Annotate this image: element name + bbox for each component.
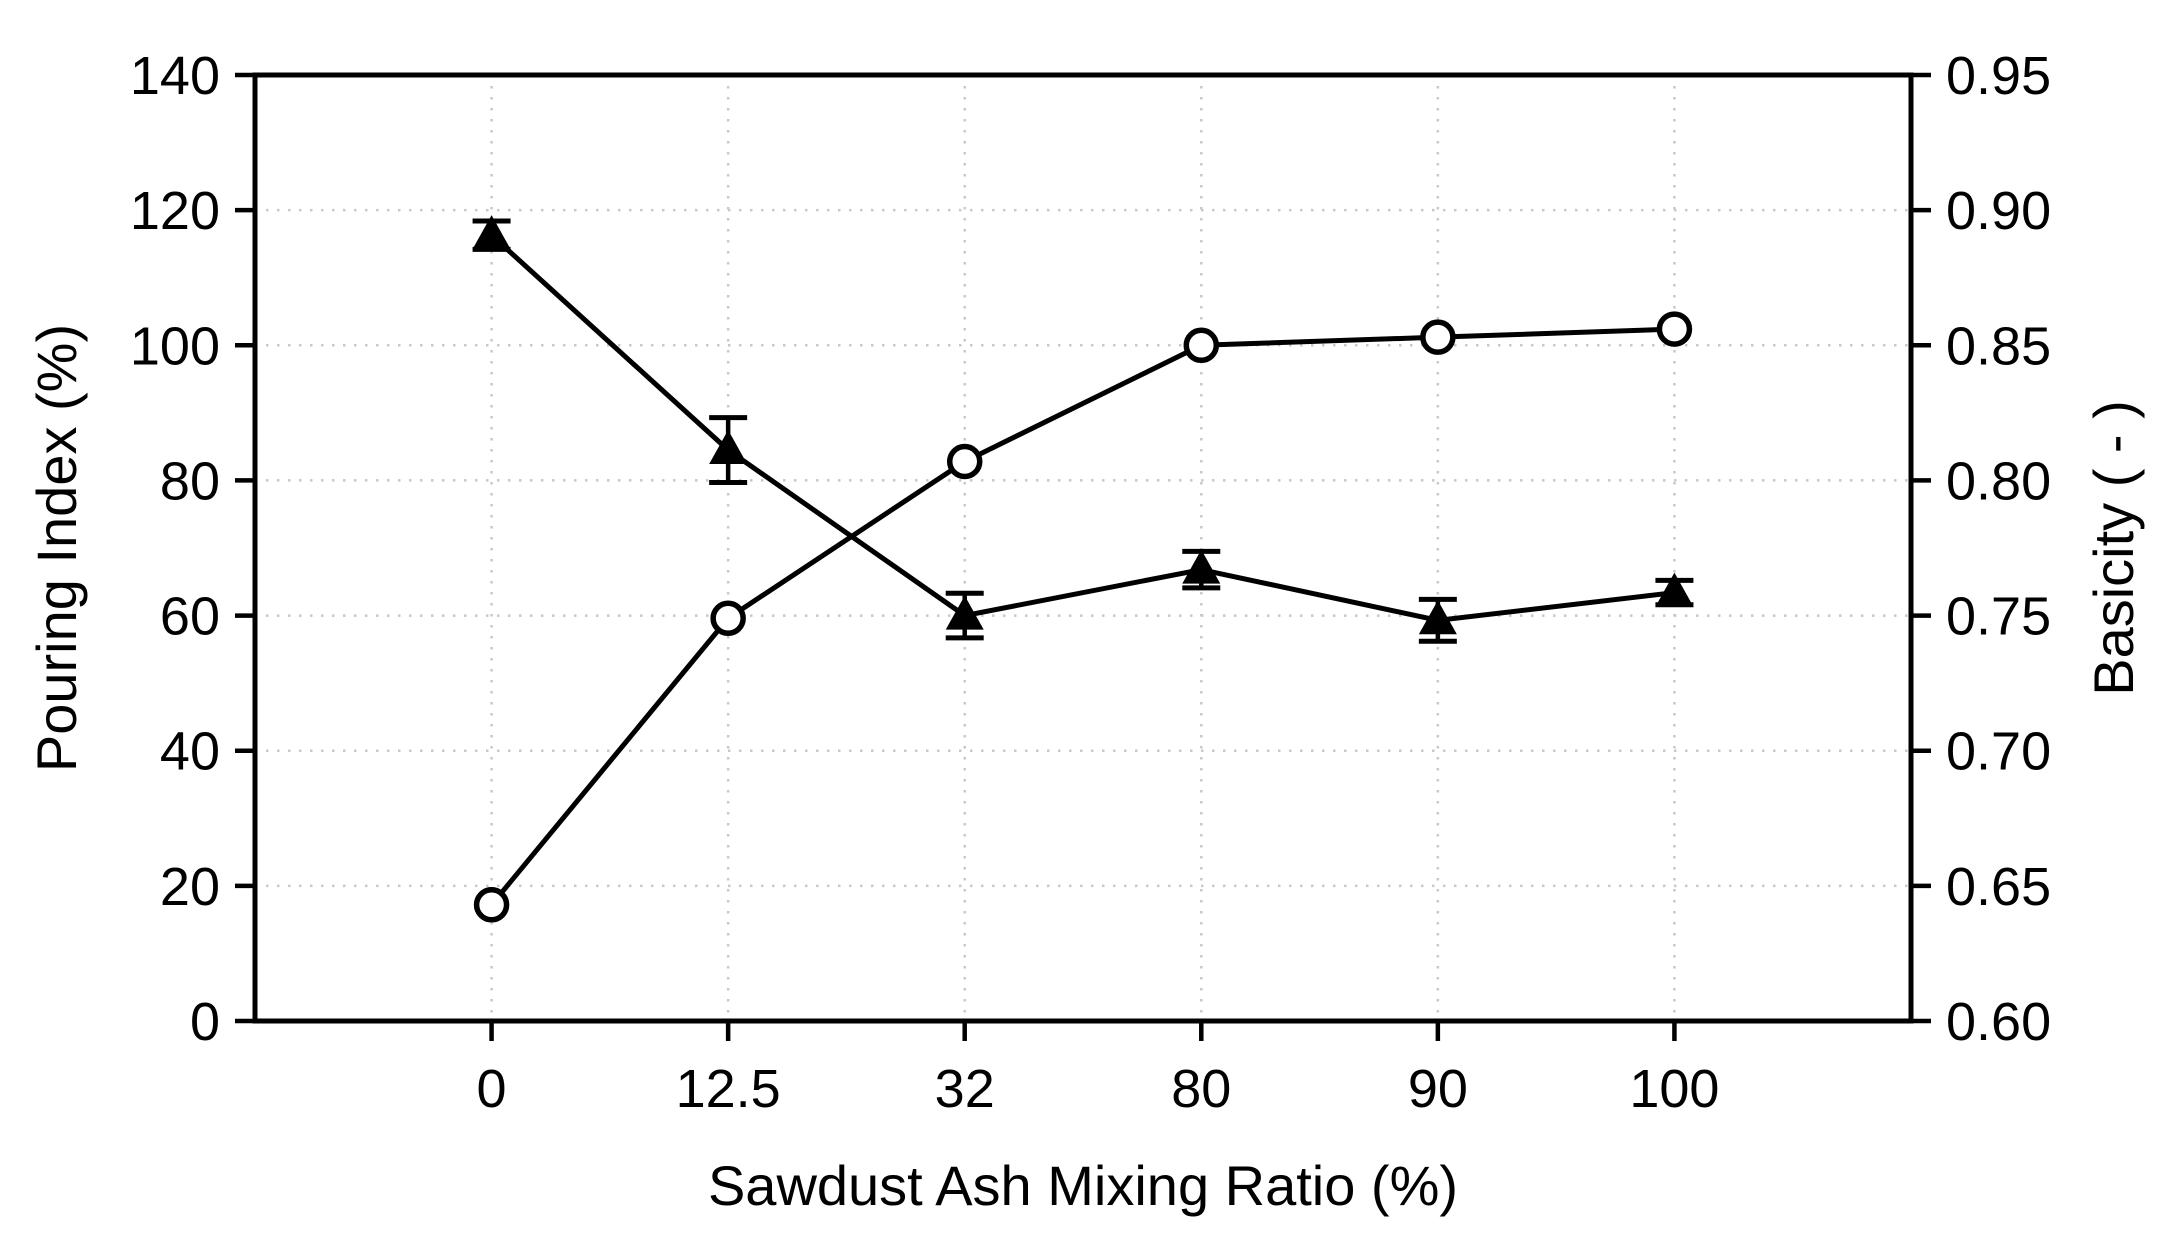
left-tick-label: 20 <box>160 857 220 917</box>
x-axis-title: Sawdust Ash Mixing Ratio (%) <box>708 1154 1458 1217</box>
right-tick-label: 0.85 <box>1946 316 2051 376</box>
series-basicity <box>473 311 1693 923</box>
pouring-point <box>1182 549 1221 584</box>
basicity-point <box>946 443 983 480</box>
plot-frame <box>252 72 1914 1024</box>
basicity-point <box>1420 319 1456 355</box>
right-tick-label: 0.90 <box>1946 181 2051 241</box>
basicity-line <box>489 326 1675 907</box>
y-axis-right-title: Basicity ( - ) <box>2082 400 2145 696</box>
axis-ticks-group <box>235 72 1931 1041</box>
right-tick-label: 0.65 <box>1946 857 2051 917</box>
x-tick-label: 32 <box>935 1059 995 1119</box>
pouring-line <box>489 233 1675 623</box>
y-axis-left-title: Pouring Index (%) <box>25 324 88 772</box>
x-tick-label: 90 <box>1408 1059 1468 1119</box>
left-tick-label: 120 <box>130 181 220 241</box>
series-pouring-index <box>472 215 1694 644</box>
x-tick-label: 12.5 <box>676 1059 781 1119</box>
right-tick-label: 0.60 <box>1946 992 2051 1052</box>
basicity-point <box>710 600 746 637</box>
basicity-point <box>1656 311 1693 347</box>
pouring-point <box>945 595 984 630</box>
right-tick-label: 0.75 <box>1946 587 2051 647</box>
y-left-tick-labels: 0 20 40 60 80 100 120 140 <box>130 46 220 1052</box>
right-tick-label: 0.80 <box>1946 451 2051 511</box>
right-tick-label: 0.95 <box>1946 46 2051 106</box>
basicity-point <box>473 887 510 923</box>
left-tick-label: 0 <box>190 992 220 1052</box>
left-tick-label: 60 <box>160 587 220 647</box>
x-tick-label: 100 <box>1629 1059 1719 1119</box>
pouring-point <box>1418 600 1457 635</box>
pouring-point <box>709 430 748 465</box>
gridlines-group <box>255 75 1911 1021</box>
basicity-point <box>1183 327 1220 364</box>
y-right-tick-labels: 0.60 0.65 0.70 0.75 0.80 0.85 0.90 0.95 <box>1946 46 2051 1052</box>
left-tick-label: 40 <box>160 722 220 782</box>
x-tick-label: 80 <box>1171 1059 1231 1119</box>
left-tick-label: 80 <box>160 451 220 511</box>
right-tick-label: 0.70 <box>1946 722 2051 782</box>
x-tick-labels: 0 12.5 32 80 90 100 <box>477 1059 1720 1119</box>
pouring-point <box>472 215 511 250</box>
x-tick-label: 0 <box>477 1059 507 1119</box>
pouring-point <box>1655 572 1694 607</box>
left-tick-label: 140 <box>130 46 220 106</box>
plot-frame-group <box>252 72 1914 1024</box>
left-tick-label: 100 <box>130 316 220 376</box>
